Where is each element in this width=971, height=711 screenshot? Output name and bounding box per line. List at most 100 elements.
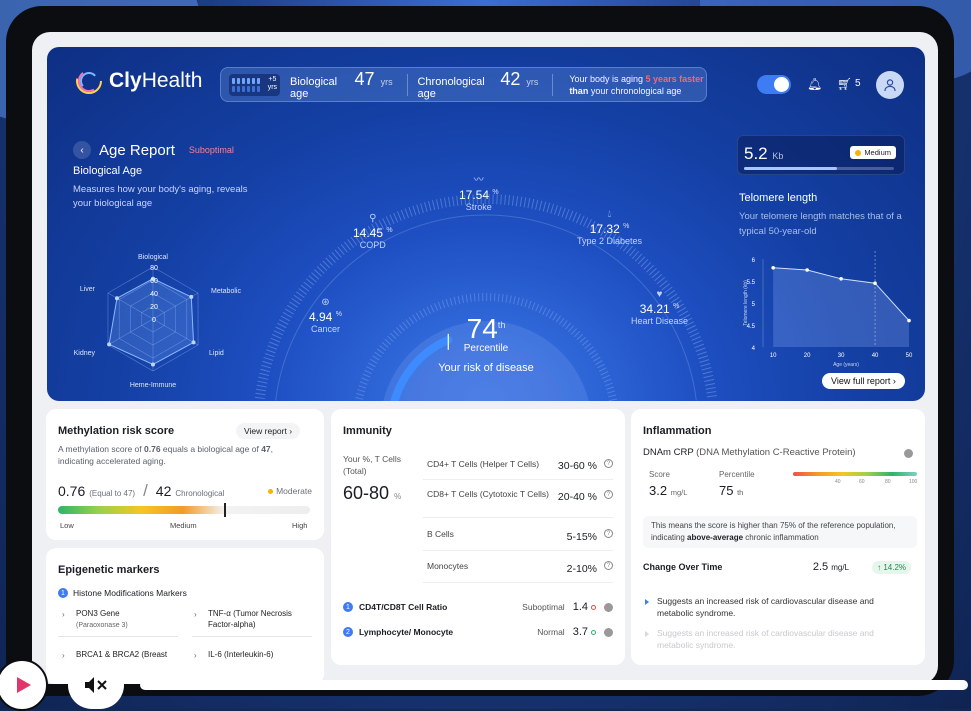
card-title: Epigenetic markers <box>58 564 160 576</box>
immunity-row: Monocytes 2-10%? <box>423 551 613 583</box>
radar-ring <box>130 292 176 346</box>
pulse-icon: 〰︎ <box>473 175 484 186</box>
view-full-report-button[interactable]: View full report › <box>822 373 905 389</box>
help-icon[interactable]: ? <box>604 561 613 570</box>
card-title: Immunity <box>343 425 392 437</box>
radar-ring <box>118 279 188 359</box>
methylation-scale <box>58 506 310 514</box>
help-icon[interactable]: ? <box>604 459 613 468</box>
risk-stroke: 〰︎ 17.54 % Stroke <box>459 171 499 212</box>
series-point <box>771 266 775 270</box>
radar-point <box>151 362 155 367</box>
bio-age-heading: Biological Age <box>73 165 143 177</box>
tablet-screen: Cly Health +5 yrs Biological age 47 yrs Ch… <box>32 32 938 684</box>
crp-scale <box>793 472 917 476</box>
immunity-card: Immunity Your %, T Cells (Total) 60-80 %… <box>331 409 625 665</box>
percentile-value: 74 <box>466 313 498 344</box>
report-header: ‹ Age Report Suboptimal <box>73 141 234 159</box>
epigenetic-item[interactable]: › BRCA1 & BRCA2 (Breast <box>62 650 168 660</box>
chevron-right-icon: › <box>194 610 197 619</box>
help-icon[interactable] <box>604 602 613 612</box>
telomere-summary: 5.2 Kb Medium <box>737 135 905 175</box>
info-icon[interactable] <box>904 449 913 458</box>
telomere-level-bar <box>744 167 894 170</box>
radar-scale-label: 40 <box>150 291 158 298</box>
epigenetic-section: 1 Histone Modifications Markers <box>58 588 187 598</box>
outer-arc <box>275 214 697 401</box>
y-tick-label: 4.5 <box>747 324 756 330</box>
methylation-score: 0.76 (Equal to 47) /42 Chronological <box>58 481 225 500</box>
video-progress-bar[interactable] <box>140 680 968 690</box>
crp-title: DNAm CRP (DNA Methylation C-Reactive Pro… <box>643 447 856 458</box>
bio-age-value: 47 <box>354 69 375 89</box>
scale-low: Low <box>60 521 74 530</box>
lymphocyte-monocyte-ratio: 2 Lymphocyte/ Monocyte Normal 3.7 <box>343 626 613 638</box>
mute-button[interactable] <box>68 661 124 709</box>
age-summary-bar: +5 yrs Biological age 47 yrs Chronologica… <box>220 67 707 102</box>
scale-tick: 80 <box>885 479 891 485</box>
help-icon[interactable] <box>604 627 613 637</box>
x-axis-label: Age (years) <box>833 362 859 368</box>
status-dot <box>268 488 274 494</box>
risk-heart: ♥︎ 34.21 % Heart Disease <box>631 289 689 326</box>
radar-spoke <box>152 318 199 346</box>
back-button[interactable]: ‹ <box>73 141 91 159</box>
y-tick-label: 5 <box>752 302 756 308</box>
dark-mode-toggle[interactable] <box>757 75 791 94</box>
x-tick-label: 50 <box>906 353 913 359</box>
epigenetic-item[interactable]: › PON3 Gene (Paraoxonase 3) <box>62 609 128 629</box>
lungs-icon: ⚲ <box>369 213 377 224</box>
brand-name-bold: Cly <box>109 69 142 92</box>
status-dot <box>591 629 596 635</box>
age-meter-icon: +5 yrs <box>229 73 281 96</box>
moon-icon <box>774 77 789 92</box>
insight-item: Suggests an increased risk of cardiovasc… <box>645 627 907 651</box>
y-tick-label: 4 <box>752 346 756 352</box>
radar-scale-label: 80 <box>150 265 158 272</box>
cart-icon[interactable]: 🛒︎ <box>837 77 853 91</box>
bio-age-unit: yrs <box>380 77 393 87</box>
biological-age: Biological age 47 yrs <box>290 69 393 100</box>
help-icon[interactable]: ? <box>604 529 613 538</box>
radar-point <box>151 276 155 281</box>
divider <box>58 636 178 637</box>
y-tick-label: 5.5 <box>747 280 756 286</box>
telomere-badge: Medium <box>850 146 896 159</box>
radar-ring <box>141 305 165 333</box>
y-tick-label: 6 <box>752 258 756 264</box>
t-cells-total: 60-80 % <box>343 483 402 503</box>
risk-label: Your risk of disease <box>438 362 534 374</box>
radar-scale-label: 20 <box>150 304 158 311</box>
radar-axis-label: Lipid <box>209 350 224 357</box>
epigenetic-item[interactable]: › IL-6 (Interleukin-6) <box>194 650 274 660</box>
cart-count: 5 <box>855 78 861 89</box>
radar-axis-label: Liver <box>80 286 96 293</box>
status-dot <box>591 604 596 610</box>
radar-point <box>191 340 196 345</box>
play-icon <box>17 677 31 693</box>
view-report-button[interactable]: View report › <box>236 423 301 439</box>
chrono-age-value: 42 <box>500 69 521 89</box>
radar-point <box>107 342 112 347</box>
telomere-value: 5.2 <box>744 144 768 163</box>
t-cells-label: Your %, T Cells (Total) <box>343 454 401 476</box>
age-report-hero: Cly Health +5 yrs Biological age 47 yrs Ch… <box>47 47 925 401</box>
methylation-card: Methylation risk score View report › A m… <box>46 409 324 540</box>
card-title: Inflammation <box>643 425 712 437</box>
scale-tick: 60 <box>859 479 865 485</box>
immunity-row: CD8+ T Cells (Cytotoxic T Cells) 20-40 %? <box>423 480 613 518</box>
avatar[interactable] <box>876 71 904 99</box>
gauge-disc <box>383 321 589 401</box>
insight-item: Suggests an increased risk of cardiovasc… <box>645 595 907 619</box>
cd4-cd8-ratio: 1 CD4T/CD8T Cell Ratio Suboptimal 1.4 <box>343 601 613 613</box>
status-dot <box>855 149 862 156</box>
brand-name-light: Health <box>141 69 203 92</box>
bell-icon[interactable]: 🔔︎ <box>807 77 823 91</box>
help-icon[interactable]: ? <box>604 490 613 499</box>
logo[interactable]: Cly Health <box>73 65 202 97</box>
scale-tick: 100 <box>909 479 918 485</box>
status-badge: Suboptimal <box>188 145 234 155</box>
page-title: Age Report <box>99 141 175 159</box>
epigenetic-item[interactable]: › TNF-α (Tumor Necrosis Factor-alpha) <box>194 609 292 629</box>
divider <box>192 636 312 637</box>
